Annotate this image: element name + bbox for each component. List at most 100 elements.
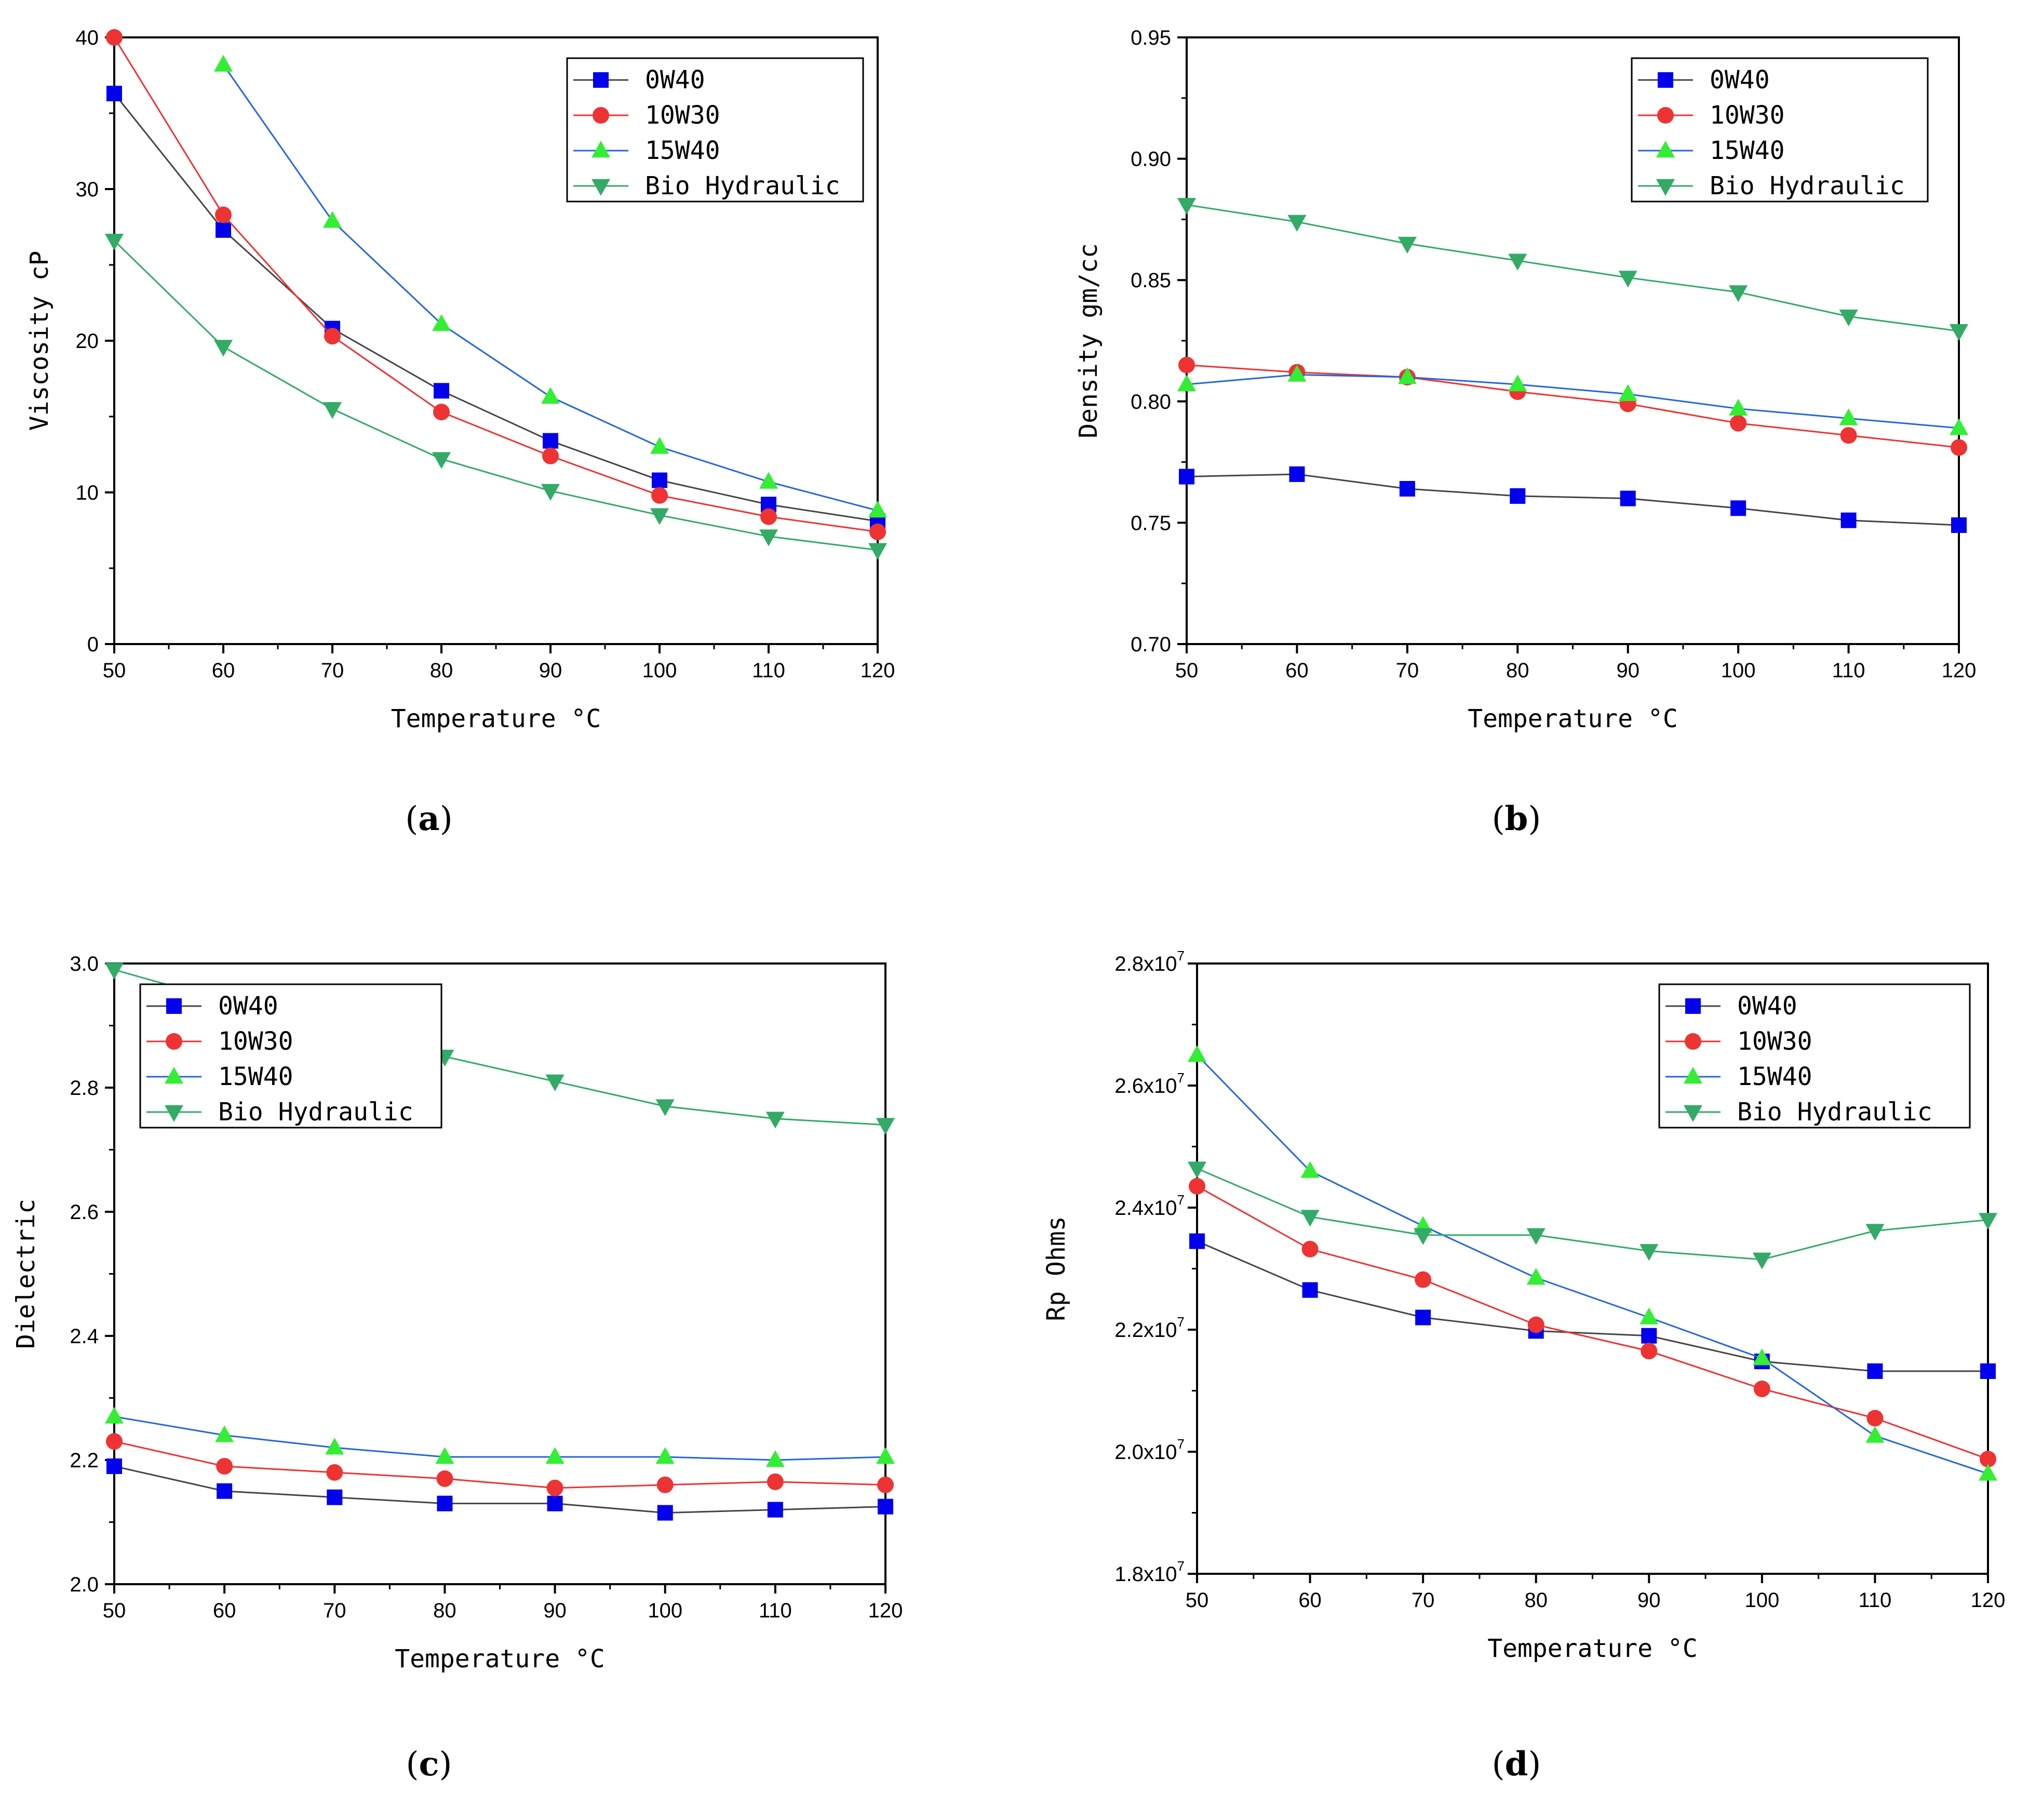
y-tick-label: 3.0 bbox=[70, 953, 99, 975]
x-axis-title: Temperature °C bbox=[391, 704, 601, 733]
data-point bbox=[1508, 253, 1527, 271]
data-point bbox=[1618, 384, 1637, 402]
y-tick-label: 0.70 bbox=[1131, 633, 1171, 656]
legend-box bbox=[1658, 983, 1971, 1129]
series-0w40 bbox=[106, 86, 885, 529]
data-point bbox=[1510, 488, 1526, 504]
y-axis-title: Viscosity cP bbox=[25, 251, 54, 431]
legend-label: 15W40 bbox=[645, 136, 720, 165]
data-point bbox=[435, 1447, 454, 1464]
legend-label: 10W30 bbox=[645, 101, 720, 130]
series-line bbox=[1186, 204, 1959, 332]
data-point bbox=[106, 86, 122, 102]
x-tick-label: 70 bbox=[1412, 1589, 1435, 1612]
data-point bbox=[543, 433, 558, 449]
data-point bbox=[1177, 198, 1197, 215]
series-bio-hydraulic bbox=[104, 233, 888, 560]
series-10w30 bbox=[106, 1433, 894, 1496]
data-point bbox=[1865, 1224, 1885, 1241]
data-point bbox=[760, 508, 777, 525]
data-point bbox=[213, 55, 233, 72]
x-tick-label: 50 bbox=[1175, 659, 1199, 682]
legend-marker bbox=[1657, 107, 1674, 124]
data-point bbox=[651, 487, 668, 504]
x-tick-label: 80 bbox=[433, 1599, 456, 1622]
x-tick-label: 100 bbox=[648, 1599, 682, 1622]
x-tick-label: 120 bbox=[861, 659, 895, 682]
x-tick-label: 90 bbox=[1637, 1589, 1661, 1612]
x-tick-label: 60 bbox=[1285, 659, 1309, 682]
data-point bbox=[1867, 1363, 1883, 1379]
data-point bbox=[1620, 490, 1636, 506]
legend-label: 15W40 bbox=[1737, 1062, 1812, 1091]
data-point bbox=[1840, 427, 1857, 444]
legend: 0W40 10W30 15W40 Bio Hydraulic bbox=[1631, 57, 1929, 203]
legend-marker bbox=[1685, 998, 1701, 1014]
data-point bbox=[106, 29, 123, 46]
data-point bbox=[104, 1407, 124, 1424]
x-tick-label: 60 bbox=[212, 659, 235, 682]
data-point bbox=[325, 1438, 344, 1455]
series-line bbox=[114, 1465, 886, 1514]
data-point bbox=[878, 1498, 893, 1515]
legend-marker bbox=[164, 1067, 184, 1084]
data-point bbox=[655, 1099, 675, 1116]
data-point bbox=[657, 1505, 673, 1521]
legend: 0W40 10W30 15W40 Bio Hydraulic bbox=[139, 983, 442, 1129]
x-tick-label: 120 bbox=[1942, 659, 1977, 682]
legend-label: 10W30 bbox=[1737, 1027, 1812, 1056]
series-10w30 bbox=[106, 29, 886, 540]
legend-label: 10W30 bbox=[1710, 101, 1785, 130]
data-point bbox=[650, 437, 669, 454]
data-point bbox=[1398, 367, 1417, 384]
data-point bbox=[1949, 418, 1969, 435]
x-tick-label: 90 bbox=[1616, 659, 1640, 682]
series-line bbox=[113, 93, 878, 522]
data-point bbox=[1189, 1177, 1205, 1195]
y-axis-title: Rp Ohms bbox=[1042, 1216, 1071, 1321]
series-0w40 bbox=[1179, 466, 1967, 533]
y-tick-label: 1.8x107 bbox=[1114, 1558, 1185, 1586]
data-point bbox=[1753, 1380, 1770, 1397]
data-point bbox=[1752, 1252, 1771, 1269]
series-15w40 bbox=[104, 1407, 895, 1467]
legend-marker bbox=[1683, 1105, 1703, 1122]
data-point bbox=[1300, 1161, 1320, 1178]
x-tick-label: 50 bbox=[103, 659, 126, 682]
y-axis-title: Density gm/cc bbox=[1074, 243, 1103, 438]
data-point bbox=[767, 1502, 783, 1518]
data-point bbox=[437, 1495, 453, 1511]
data-point bbox=[1287, 365, 1307, 382]
data-point bbox=[1839, 309, 1858, 327]
data-point bbox=[216, 1457, 233, 1475]
data-point bbox=[1978, 1464, 1998, 1481]
legend-marker bbox=[164, 1105, 184, 1122]
data-point bbox=[327, 1489, 343, 1505]
x-tick-label: 100 bbox=[642, 659, 677, 682]
data-point bbox=[215, 206, 232, 223]
series-line bbox=[1197, 1185, 1988, 1460]
data-point bbox=[326, 1464, 343, 1481]
series-line bbox=[114, 1415, 886, 1461]
data-point bbox=[765, 1450, 785, 1467]
x-tick-label: 90 bbox=[543, 1599, 567, 1622]
panel-label: (c) bbox=[406, 1745, 452, 1784]
legend-marker bbox=[593, 107, 609, 124]
legend: 0W40 10W30 15W40 Bio Hydraulic bbox=[1658, 983, 1971, 1129]
y-tick-label: 0.75 bbox=[1131, 512, 1171, 534]
legend-box bbox=[1631, 57, 1929, 203]
y-tick-label: 0.90 bbox=[1131, 148, 1171, 171]
data-point bbox=[215, 1425, 234, 1442]
series-10w30 bbox=[1189, 1177, 1996, 1468]
x-tick-label: 70 bbox=[323, 1599, 346, 1622]
data-point bbox=[1187, 1045, 1207, 1062]
data-point bbox=[323, 402, 342, 419]
data-point bbox=[1302, 1282, 1318, 1298]
legend-label: 15W40 bbox=[1710, 136, 1785, 165]
data-point bbox=[1978, 1213, 1998, 1230]
data-point bbox=[1730, 414, 1747, 432]
x-tick-label: 110 bbox=[752, 659, 785, 682]
x-tick-label: 100 bbox=[1744, 1589, 1779, 1612]
y-tick-label: 2.8x107 bbox=[1114, 948, 1185, 975]
legend-label: 0W40 bbox=[1737, 992, 1797, 1021]
